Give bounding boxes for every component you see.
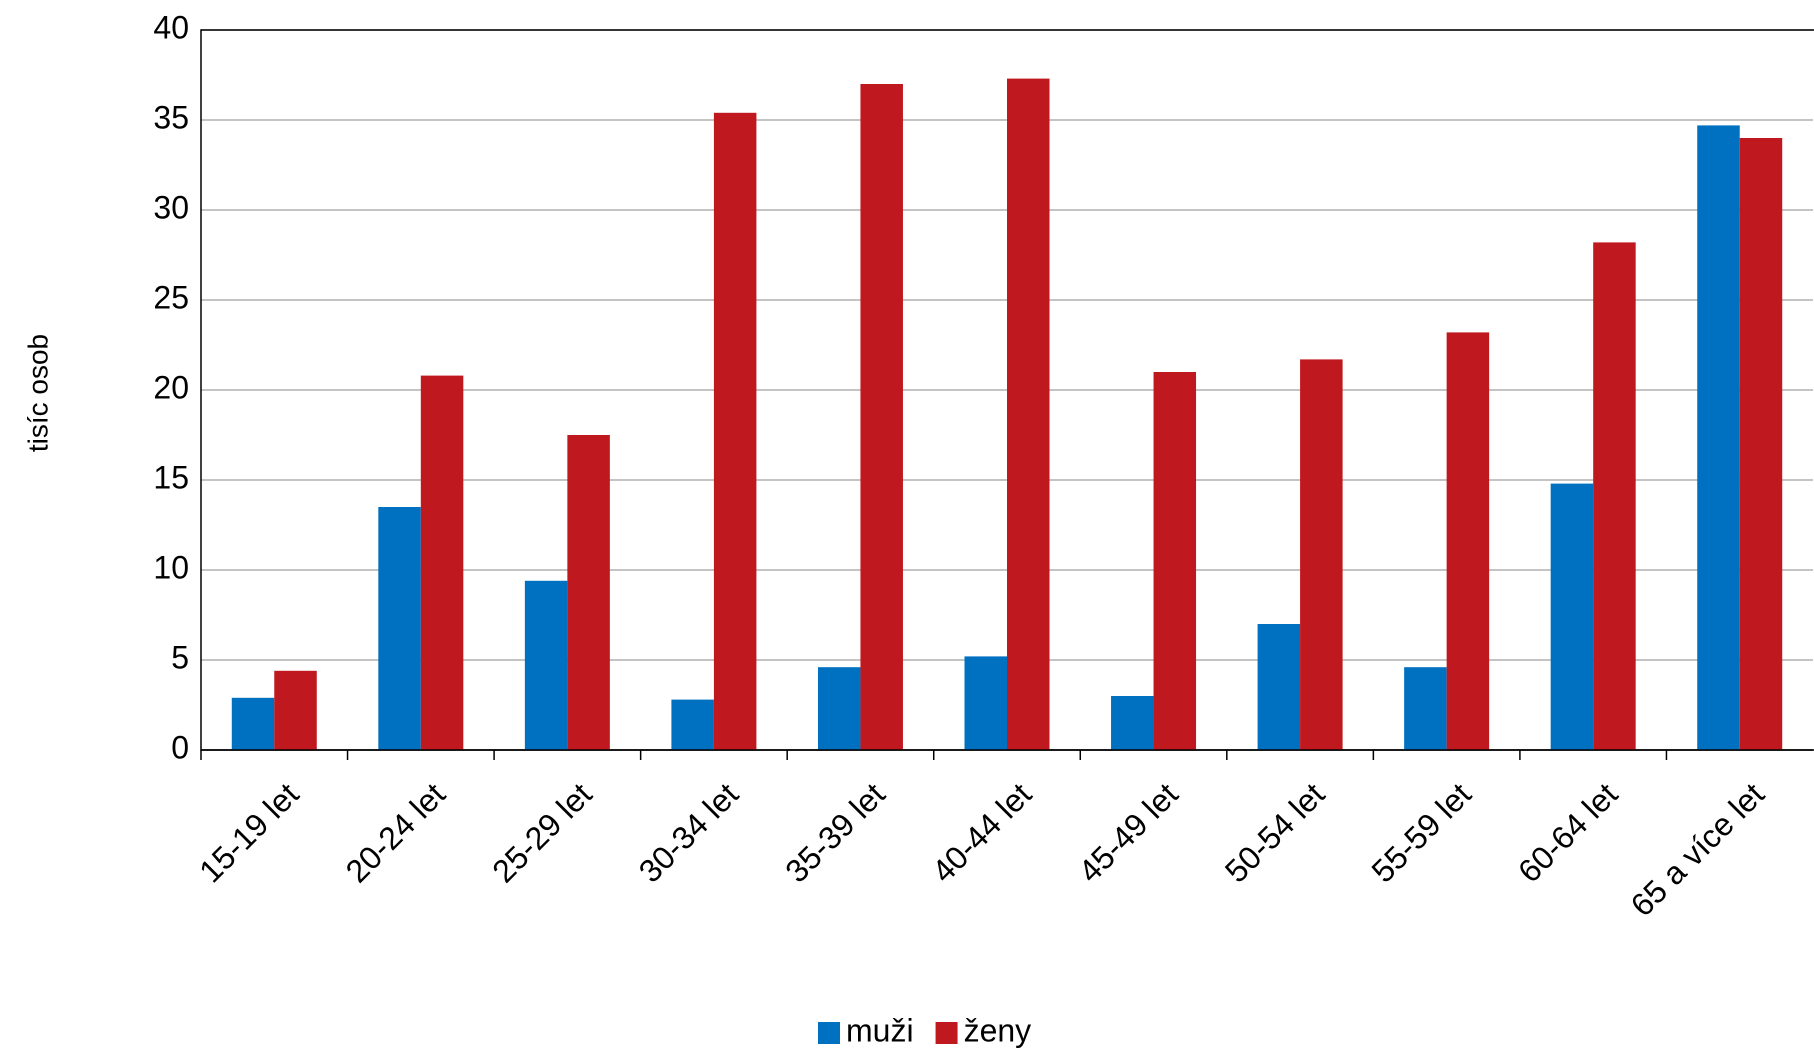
bar — [567, 435, 610, 750]
y-tick-label: 20 — [153, 369, 189, 405]
x-tick-label: 40-44 let — [925, 776, 1039, 890]
y-tick-label: 5 — [171, 639, 189, 675]
bar — [524, 580, 568, 750]
y-tick-label: 40 — [153, 9, 189, 45]
bar — [964, 656, 1007, 750]
x-tick-label: 50-54 let — [1218, 776, 1332, 890]
legend-swatch — [818, 1022, 840, 1044]
bar — [1593, 242, 1636, 750]
bar — [378, 507, 421, 750]
bar — [1739, 138, 1783, 750]
bar — [1300, 359, 1343, 750]
y-tick-label: 10 — [153, 549, 189, 585]
bar — [420, 375, 464, 750]
bar — [1446, 332, 1490, 750]
legend-label: ženy — [964, 1012, 1032, 1048]
x-tick-label: 45-49 let — [1071, 776, 1185, 890]
bar — [1111, 696, 1154, 750]
bar — [274, 670, 317, 750]
x-tick-label: 60-64 let — [1511, 776, 1625, 890]
legend-label: muži — [846, 1012, 914, 1048]
bar — [1257, 624, 1301, 750]
bar — [231, 697, 275, 750]
x-tick-label: 65 a více let — [1624, 776, 1772, 924]
bar — [860, 84, 903, 750]
x-tick-label: 20-24 let — [339, 776, 453, 890]
x-tick-label: 30-34 let — [632, 776, 746, 890]
y-tick-label: 0 — [171, 729, 189, 765]
bar — [1404, 667, 1447, 750]
bar — [817, 667, 861, 750]
y-tick-label: 25 — [153, 279, 189, 315]
x-tick-label: 15-19 let — [192, 776, 306, 890]
bar — [1550, 483, 1594, 750]
bar — [713, 112, 757, 751]
y-axis-label: tisíc osob — [22, 334, 53, 452]
x-tick-label: 55-59 let — [1364, 776, 1478, 890]
bar — [671, 699, 714, 750]
bar — [1153, 372, 1197, 750]
x-tick-label: 25-29 let — [485, 776, 599, 890]
y-tick-label: 35 — [153, 99, 189, 135]
bar — [1007, 78, 1050, 751]
bar — [1697, 125, 1740, 750]
y-tick-label: 30 — [153, 189, 189, 225]
x-tick-label: 35-39 let — [778, 776, 892, 890]
y-tick-label: 15 — [153, 459, 189, 495]
legend-swatch — [935, 1022, 958, 1044]
